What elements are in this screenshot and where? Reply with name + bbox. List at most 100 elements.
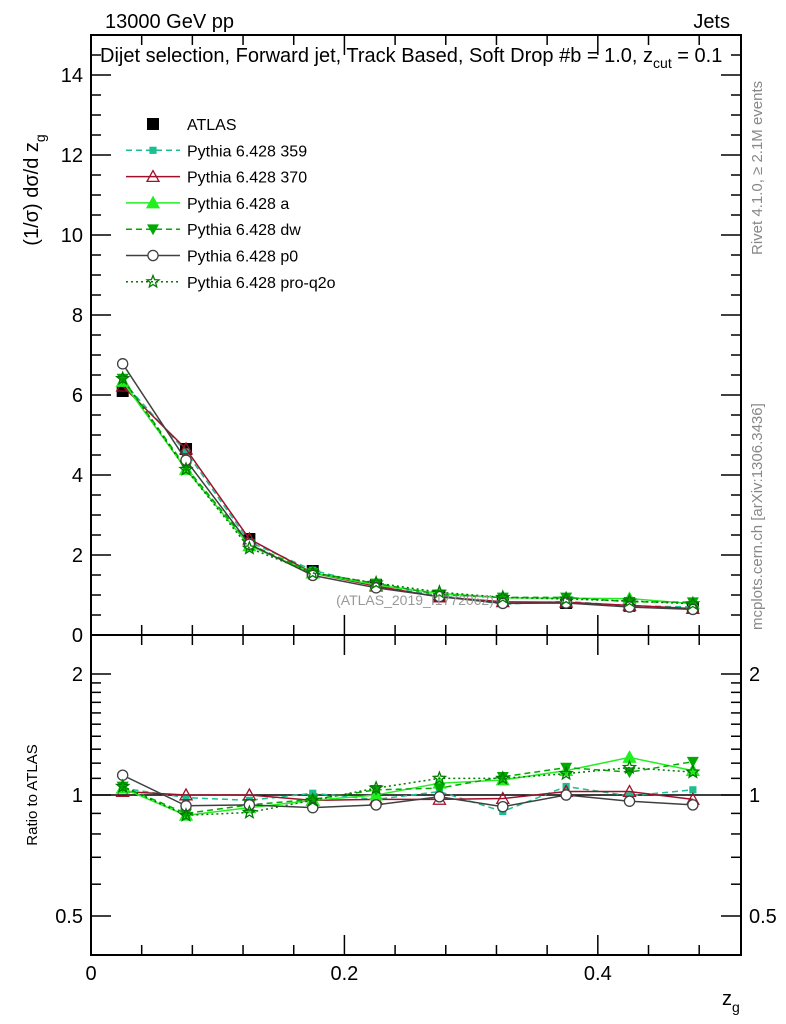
- ratio-series-line: [122, 790, 693, 802]
- ratio-point: [433, 791, 446, 803]
- series-line: [122, 380, 693, 605]
- data-point: [178, 461, 194, 476]
- ratio-series-3: [116, 756, 699, 820]
- y-tick-label: 0: [72, 625, 83, 647]
- ratio-point: [623, 795, 636, 807]
- legend-item: Pythia 6.428 370: [126, 169, 307, 187]
- legend-label: Pythia 6.428 370: [187, 170, 307, 187]
- ratio-point: [686, 756, 699, 768]
- chart-title-sub: cut: [653, 55, 672, 71]
- legend-marker: [145, 195, 161, 209]
- ratio-point: [431, 770, 448, 785]
- data-point: [686, 597, 699, 609]
- mcplots-label: mcplots.cern.ch [arXiv:1306.3436]: [749, 403, 766, 630]
- ratio-y-tick-label: 2: [72, 664, 83, 686]
- legend-label: Pythia 6.428 dw: [187, 222, 301, 239]
- header-left: 13000 GeV pp: [105, 11, 234, 33]
- data-point: [243, 538, 256, 550]
- data-point: [685, 595, 701, 611]
- watermark: (ATLAS_2019_I1772062): [336, 592, 494, 608]
- y-tick-label: 4: [72, 465, 83, 487]
- ratio-series-line: [122, 774, 693, 809]
- legend-item: Pythia 6.428 dw: [126, 222, 301, 239]
- chart-title: Dijet selection, Forward jet, Track Base…: [100, 44, 730, 76]
- legend-marker: [149, 146, 157, 154]
- series-0: [116, 385, 699, 614]
- header-right: Jets: [693, 11, 730, 33]
- legend-label: Pythia 6.428 pro-q2o: [187, 275, 336, 292]
- y-tick-label: 10: [61, 225, 83, 247]
- series-2: [115, 378, 700, 615]
- ratio-y-label: Ratio to ATLAS: [24, 744, 41, 845]
- data-point: [114, 370, 131, 386]
- x-axis-label-sub: g: [732, 999, 740, 1015]
- ratio-point: [370, 799, 382, 811]
- legend-marker: [147, 249, 159, 262]
- data-point: [558, 590, 574, 606]
- ratio-point: [304, 792, 321, 807]
- ratio-series-line: [122, 766, 693, 817]
- legend-marker: [147, 224, 159, 236]
- ratio-point: [433, 783, 446, 795]
- legend-label: ATLAS: [187, 117, 237, 134]
- y-tick-label: 8: [72, 305, 83, 327]
- data-point: [495, 589, 511, 604]
- ratio-series-2: [115, 750, 700, 821]
- y-tick-label: 6: [72, 385, 83, 407]
- ratio-point: [685, 763, 701, 779]
- ratio-point: [114, 778, 131, 794]
- y-tick-label: 2: [72, 545, 83, 567]
- ratio-point: [497, 800, 509, 813]
- x-axis-label: zg: [722, 988, 740, 1015]
- y-axis-label: (1/σ) dσ/d zg: [21, 134, 48, 245]
- ratio-point: [306, 794, 319, 806]
- ratio-y-tick-label-right: 0.5: [749, 906, 777, 928]
- ratio-point: [560, 789, 572, 801]
- data-point: [241, 540, 258, 555]
- ratio-point: [496, 771, 509, 783]
- data-point: [180, 454, 192, 466]
- series-line: [122, 378, 693, 605]
- series-line: [122, 363, 693, 611]
- ratio-point: [180, 808, 193, 820]
- data-point: [116, 358, 129, 370]
- chart-title-tail: = 0.1: [671, 45, 723, 67]
- rivet-label: Rivet 4.1.0, ≥ 2.1M events: [749, 81, 766, 255]
- data-point: [497, 597, 509, 610]
- x-tick-label: 0.2: [331, 963, 359, 985]
- ratio-y-tick-label-right: 2: [749, 664, 760, 686]
- ratio-series-line: [122, 756, 694, 817]
- legend-item: Pythia 6.428 pro-q2o: [126, 273, 336, 292]
- x-axis-label-main: z: [722, 988, 732, 1010]
- legend-marker: [145, 273, 161, 289]
- ratio-series-5: [114, 759, 701, 822]
- x-tick-label: 0: [85, 963, 96, 985]
- main-series-group: [114, 358, 701, 616]
- ratio-y-tick-label-right: 1: [749, 785, 760, 807]
- legend-label: Pythia 6.428 p0: [187, 249, 298, 266]
- legend-label: Pythia 6.428 359: [187, 143, 307, 160]
- y-axis-label-sub: g: [32, 134, 48, 142]
- legend-item: Pythia 6.428 p0: [126, 249, 298, 266]
- ratio-point: [180, 800, 192, 812]
- y-tick-label: 14: [61, 65, 83, 87]
- ratio-series-line: [122, 760, 693, 815]
- y-axis-label-main: (1/σ) dσ/d z: [21, 142, 43, 246]
- series-5: [116, 358, 699, 616]
- legend-item: Pythia 6.428 359: [126, 143, 307, 160]
- legend-marker: [145, 169, 161, 183]
- ratio-point: [687, 799, 699, 811]
- ratio-point: [495, 770, 511, 785]
- legend-marker: [147, 118, 159, 130]
- ratio-point: [178, 807, 194, 822]
- data-point: [304, 564, 321, 580]
- ratio-point: [558, 765, 574, 781]
- ratio-point: [368, 780, 384, 795]
- ratio-series-group: [114, 750, 701, 822]
- data-point: [621, 592, 638, 608]
- ratio-point: [182, 794, 190, 802]
- ratio-point: [621, 759, 638, 775]
- ratio-point: [178, 787, 194, 801]
